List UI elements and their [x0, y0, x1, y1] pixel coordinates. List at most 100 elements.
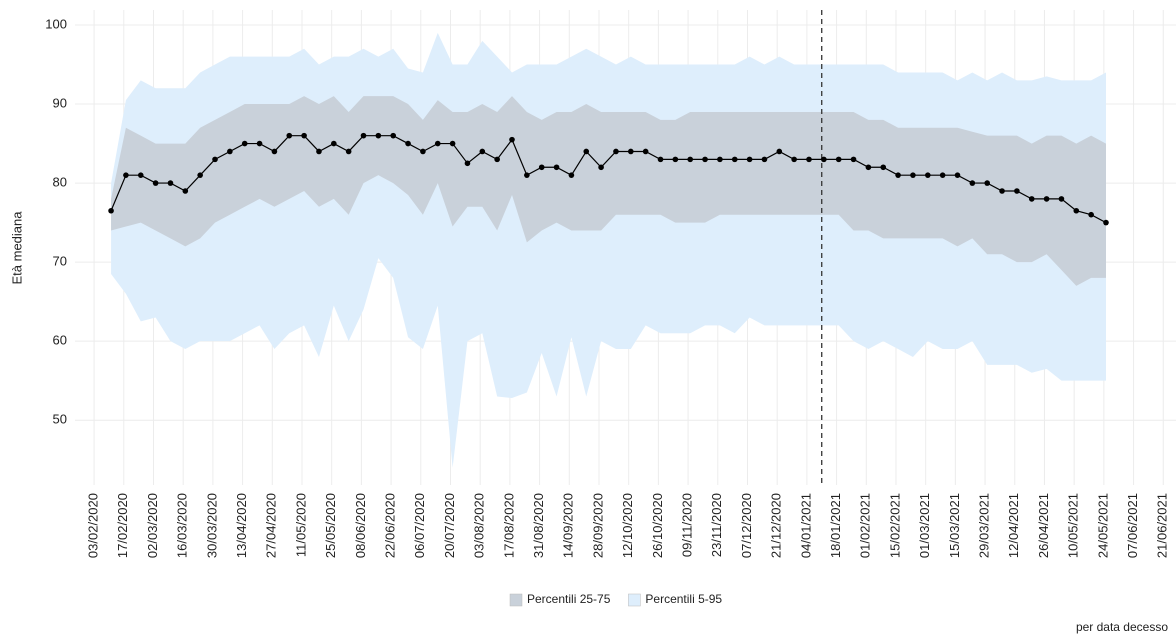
point	[657, 156, 664, 163]
x-tick-label: 26/04/2021	[1036, 493, 1051, 558]
point	[494, 156, 500, 163]
x-tick-label: 17/08/2020	[501, 493, 516, 558]
x-tick-label: 21/12/2020	[769, 493, 784, 558]
x-tick-label: 11/05/2020	[293, 493, 308, 557]
point	[553, 164, 560, 171]
point	[167, 180, 174, 186]
point	[182, 188, 189, 194]
point	[731, 156, 738, 163]
point	[301, 132, 307, 139]
x-tick-label: 18/01/2021	[828, 493, 843, 558]
caption: per data decesso	[1076, 620, 1168, 634]
point	[449, 140, 456, 147]
x-tick-label: 08/06/2020	[353, 493, 368, 558]
point	[271, 148, 278, 155]
x-tick-label: 04/01/2021	[798, 493, 813, 558]
point	[509, 136, 515, 143]
x-tick-label: 01/03/2021	[917, 493, 932, 558]
point	[331, 140, 337, 147]
x-tick-label: 28/09/2020	[590, 493, 605, 558]
x-tick-label: 12/04/2021	[1006, 493, 1021, 558]
point	[152, 180, 159, 186]
point	[1014, 188, 1020, 194]
point	[286, 132, 293, 139]
x-tick-label: 01/02/2021	[858, 493, 873, 558]
point	[123, 172, 129, 178]
point	[628, 148, 634, 155]
x-tick-label: 25/05/2020	[323, 493, 338, 558]
point	[969, 180, 976, 186]
point	[687, 156, 694, 163]
point	[642, 148, 649, 155]
x-tick-label: 03/02/2020	[86, 493, 101, 558]
point	[583, 148, 590, 155]
point	[375, 132, 382, 139]
x-tick-label: 16/03/2020	[175, 493, 190, 558]
x-tick-label: 07/06/2021	[1125, 493, 1140, 558]
point	[850, 156, 857, 163]
legend-swatch	[509, 593, 523, 607]
point	[360, 132, 367, 139]
point	[405, 140, 411, 147]
x-tick-label: 03/08/2020	[472, 493, 487, 558]
point	[538, 164, 545, 171]
x-tick-label: 27/04/2020	[264, 493, 279, 558]
y-tick-label: 70	[53, 254, 67, 269]
point	[939, 172, 946, 178]
point	[137, 172, 144, 178]
point	[227, 148, 233, 155]
point	[1103, 219, 1109, 226]
x-tick-label: 13/04/2020	[234, 493, 249, 558]
y-tick-label: 90	[53, 95, 67, 110]
point	[746, 156, 753, 163]
point	[390, 132, 397, 139]
x-tick-label: 09/11/2020	[680, 493, 695, 557]
band	[111, 32, 1106, 468]
point	[895, 172, 901, 178]
point	[598, 164, 604, 171]
point	[880, 164, 887, 171]
x-tick-label: 30/03/2020	[204, 493, 219, 558]
point	[316, 148, 322, 155]
y-tick-label: 50	[53, 412, 67, 427]
legend-label: Percentili 25-75	[527, 592, 611, 606]
point	[1058, 196, 1065, 202]
x-tick-label: 17/02/2020	[115, 493, 130, 558]
point	[761, 156, 768, 163]
point	[984, 180, 990, 186]
point	[702, 156, 708, 163]
point	[479, 148, 486, 155]
y-axis-label: Età mediana	[9, 211, 24, 285]
point	[1028, 196, 1035, 202]
point	[108, 207, 114, 214]
y-tick-label: 80	[53, 175, 67, 190]
point	[910, 172, 916, 178]
point	[434, 140, 441, 147]
x-tick-label: 21/06/2021	[1155, 493, 1170, 558]
point	[464, 160, 471, 167]
legend-label: Percentili 5-95	[645, 592, 722, 606]
point	[212, 156, 218, 163]
point	[1043, 196, 1050, 202]
point	[776, 148, 783, 155]
x-tick-label: 10/05/2021	[1066, 493, 1081, 558]
point	[241, 140, 248, 147]
point	[999, 188, 1005, 194]
x-tick-label: 22/06/2020	[383, 493, 398, 558]
point	[717, 156, 723, 163]
x-tick-label: 23/11/2020	[709, 493, 724, 557]
point	[420, 148, 426, 155]
point	[924, 172, 931, 178]
point	[791, 156, 797, 163]
point	[865, 164, 872, 171]
point	[613, 148, 619, 155]
point	[835, 156, 842, 163]
point	[806, 156, 812, 163]
x-tick-label: 02/03/2020	[145, 493, 160, 558]
point	[524, 172, 530, 178]
x-tick-label: 15/02/2021	[887, 493, 902, 558]
x-tick-label: 06/07/2020	[412, 493, 427, 558]
point	[954, 172, 961, 178]
point	[1073, 207, 1080, 214]
